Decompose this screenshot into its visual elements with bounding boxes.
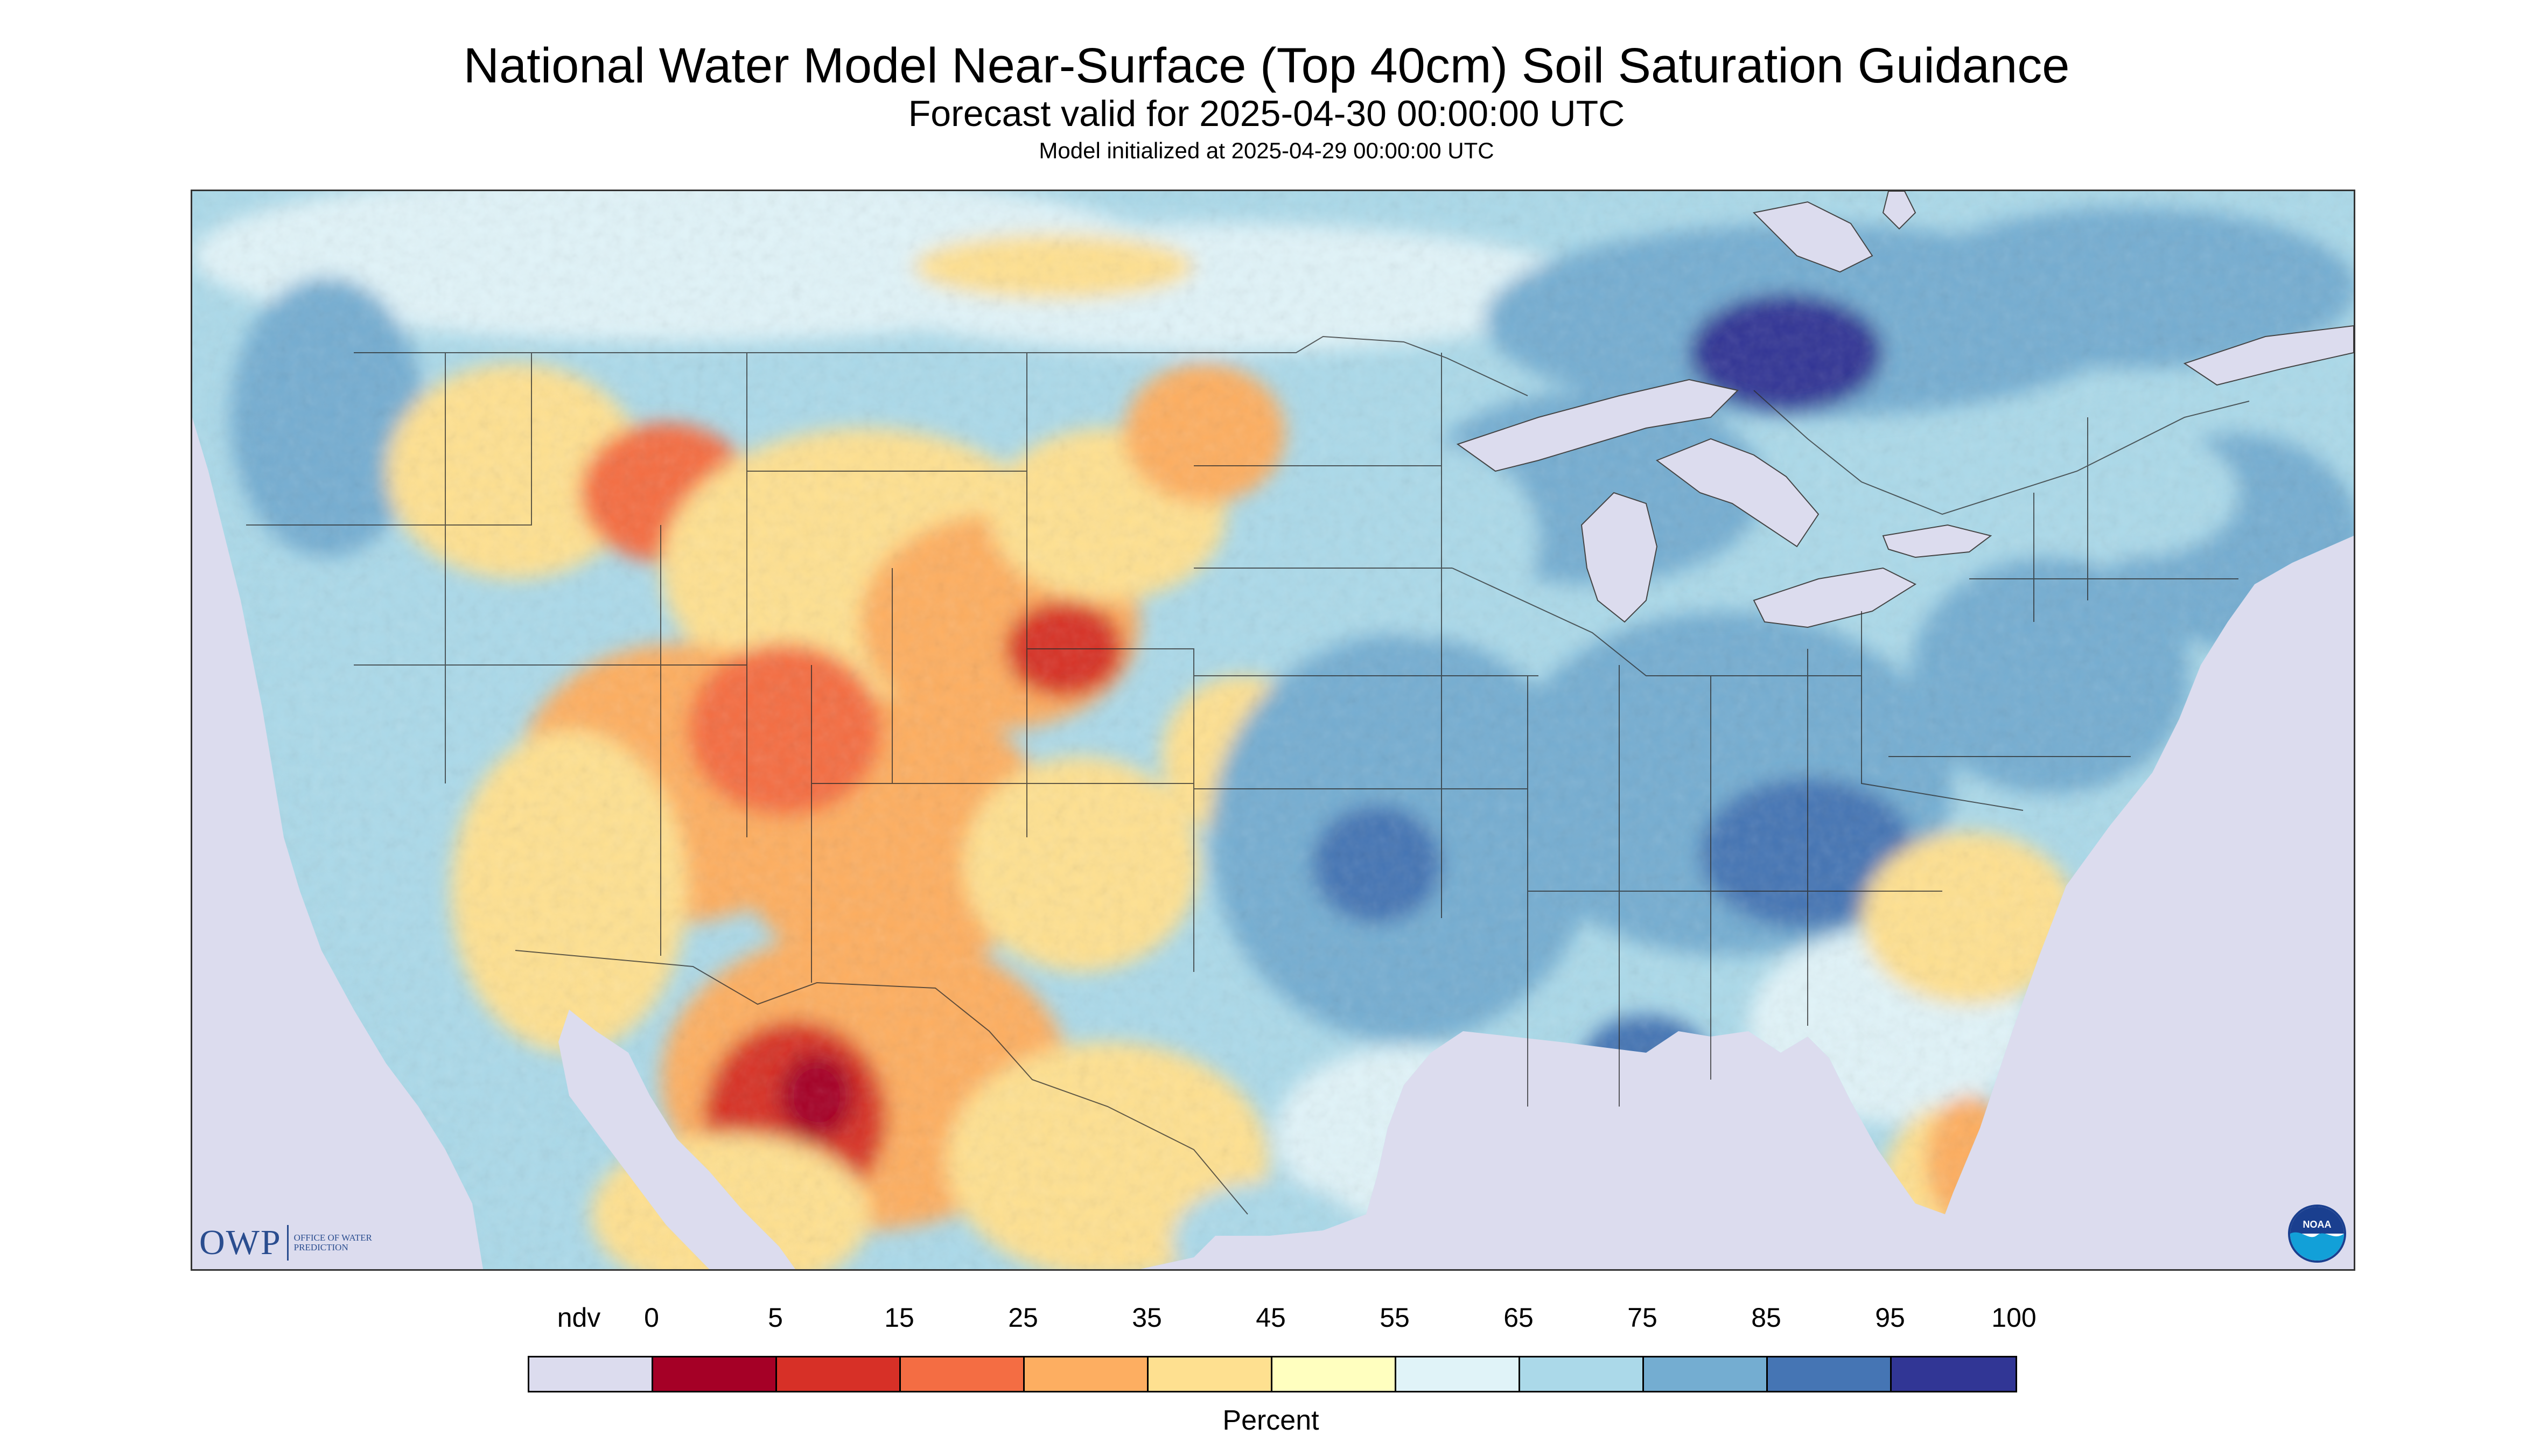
- legend-tick-label: 95: [1875, 1303, 1905, 1333]
- legend-swatch: [1149, 1357, 1272, 1391]
- legend-swatch: [1644, 1357, 1768, 1391]
- legend-swatch: [1892, 1357, 2016, 1391]
- owp-logo-mark: OWP: [199, 1223, 282, 1262]
- soil-saturation-map: [191, 190, 2355, 1271]
- legend-swatch: [1768, 1357, 1892, 1391]
- owp-logo-subtext: Office of Water Prediction: [293, 1233, 372, 1252]
- legend-swatch: [529, 1357, 653, 1391]
- legend-tick-label: 15: [884, 1303, 914, 1333]
- legend-swatch: [777, 1357, 901, 1391]
- legend-tick-label: ndv: [557, 1303, 601, 1333]
- color-legend: ndv 0 5 15 25 35 45 55 65 75 85 95 100 Percent: [528, 1302, 2037, 1436]
- noaa-logo-text: NOAA: [2303, 1219, 2332, 1230]
- legend-swatch: [1025, 1357, 1149, 1391]
- legend-tick-label: 85: [1751, 1303, 1781, 1333]
- legend-tick-label: 100: [1991, 1303, 2037, 1333]
- legend-tick-label: 75: [1627, 1303, 1657, 1333]
- legend-unit-label: Percent: [1222, 1405, 1319, 1436]
- legend-tick-label: 55: [1380, 1303, 1410, 1333]
- forecast-valid-subtitle: Forecast valid for 2025-04-30 00:00:00 U…: [908, 93, 1625, 134]
- owp-logo-divider: [286, 1225, 289, 1261]
- chart-title: National Water Model Near-Surface (Top 4…: [463, 38, 2070, 93]
- legend-tick-label: 65: [1503, 1303, 1534, 1333]
- legend-tick-label: 0: [644, 1303, 659, 1333]
- legend-tick-label: 45: [1256, 1303, 1286, 1333]
- noaa-logo-icon: NOAA: [2288, 1205, 2346, 1263]
- legend-swatches: [528, 1356, 2017, 1392]
- legend-swatch: [901, 1357, 1025, 1391]
- owp-logo: OWP Office of Water Prediction: [199, 1222, 375, 1263]
- legend-swatch: [1272, 1357, 1396, 1391]
- legend-tick-label: 5: [768, 1303, 783, 1333]
- legend-tick-label: 35: [1132, 1303, 1162, 1333]
- legend-swatch: [1520, 1357, 1644, 1391]
- legend-tick-label: 25: [1008, 1303, 1038, 1333]
- model-init-line: Model initialized at 2025-04-29 00:00:00…: [1039, 138, 1494, 163]
- legend-swatch: [1396, 1357, 1520, 1391]
- legend-swatch: [653, 1357, 777, 1391]
